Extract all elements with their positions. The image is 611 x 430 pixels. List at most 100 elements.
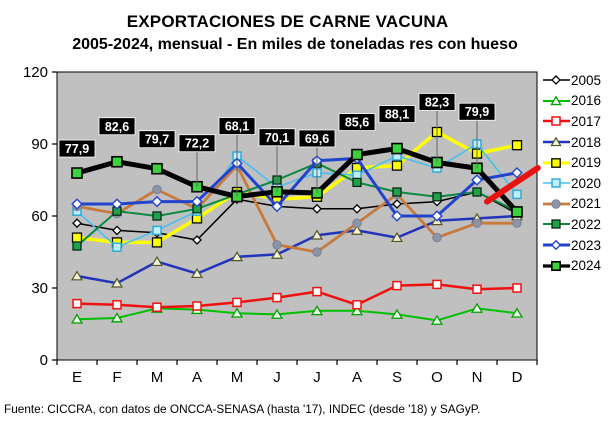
x-tick-label: J [313,369,321,386]
data-label: 79,9 [465,105,489,119]
data-point-marker [351,148,363,161]
legend-label: 2018 [571,134,602,150]
legend-swatch [543,219,570,230]
data-point-marker [191,195,203,208]
data-label-box [258,128,296,147]
data-point-marker [112,242,122,252]
legend-label: 2024 [571,258,602,274]
legend-label: 2005 [571,72,602,88]
data-point-marker [432,279,442,290]
data-point-marker [310,305,324,316]
y-tick-label: 120 [23,64,48,81]
data-point-marker [390,231,404,243]
data-point-marker [392,187,402,197]
series-line-2022 [76,162,518,247]
data-label: 82,3 [425,95,449,109]
data-point-marker [550,95,562,106]
chart-title: EXPORTACIONES DE CARNE VACUNA [126,12,449,31]
data-label-box [98,117,136,136]
data-point-marker [391,160,403,171]
data-point-marker [70,313,84,324]
data-point-marker [71,232,83,243]
series-line-2024 [74,146,520,215]
data-label: 68,1 [225,120,249,134]
data-point-marker [550,136,562,147]
data-point-marker [312,247,322,257]
legend-item-2020: 2020 [543,173,611,194]
data-point-marker [352,203,362,214]
x-tick-label: N [472,369,483,386]
data-label: 70,1 [265,131,289,145]
data-point-marker [471,174,483,186]
data-point-marker [151,237,163,248]
data-point-marker [112,300,122,310]
data-label-box [418,93,456,111]
data-point-marker [190,267,204,279]
data-point-marker [551,116,561,127]
data-label: 77,9 [65,142,89,156]
data-point-marker [270,308,284,319]
data-point-marker [472,284,482,294]
data-point-marker [512,189,522,200]
x-tick-label: M [231,369,244,386]
data-point-marker [431,210,443,222]
series-line-2021 [75,164,519,254]
data-point-marker [510,307,524,318]
data-point-marker [432,192,442,202]
data-label-box [218,117,256,135]
data-point-marker [72,218,82,229]
data-point-marker [71,167,83,179]
series-line-2018 [75,214,519,285]
data-point-marker [472,218,482,228]
legend-swatch [543,116,570,127]
data-label: 79,7 [145,133,169,147]
legend-swatch [543,178,570,188]
data-point-marker [270,248,284,259]
x-tick-label: F [112,369,121,386]
legend-item-2018: 2018 [543,132,611,153]
data-label: 82,6 [105,120,129,134]
data-label-box [298,129,336,148]
data-point-marker [551,219,561,230]
data-point-marker [150,255,164,267]
y-tick-label: 0 [40,352,48,369]
data-point-marker [551,75,561,86]
data-point-marker [152,225,162,236]
data-point-marker [232,297,242,308]
data-point-marker [550,239,562,251]
data-point-marker [312,286,322,297]
legend-label: 2021 [571,196,602,212]
data-point-marker [152,302,162,312]
data-point-marker [272,292,282,303]
legend-swatch [543,157,570,168]
data-label: 72,2 [185,137,209,151]
legend-label: 2022 [571,216,602,232]
legend-label: 2017 [571,113,602,129]
legend-label: 2016 [571,93,602,109]
data-point-marker [192,235,202,245]
data-point-marker [70,270,84,281]
data-point-marker [391,210,403,222]
x-tick-label: S [392,369,402,386]
data-point-marker [230,251,244,262]
x-tick-label: J [273,369,281,386]
data-point-marker [551,199,561,209]
legend-item-2021: 2021 [543,194,611,215]
data-label: 88,1 [385,108,409,122]
chart-legend: 2005 2016 2017 2018 2019 2020 2021 2022 2023 2024 [543,70,611,276]
data-point-marker [551,157,561,168]
trend-annotation [484,165,541,205]
legend-label: 2023 [571,237,602,253]
legend-label: 2020 [571,175,602,191]
data-point-marker [271,200,283,213]
data-point-marker [511,140,523,151]
data-point-marker [392,280,402,291]
x-tick-label: D [512,369,523,386]
data-point-marker [312,203,322,214]
legend-swatch [543,95,570,106]
legend-swatch [543,260,570,271]
series-line-2023 [75,156,519,218]
x-tick-label: M [151,369,164,386]
